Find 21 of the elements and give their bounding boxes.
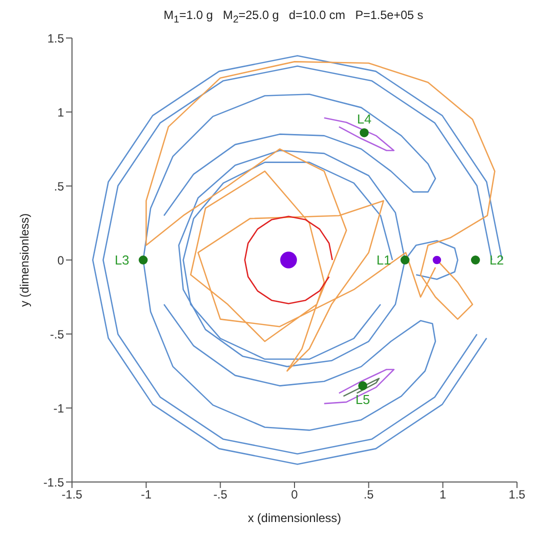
x-tick-label: -.5 <box>213 488 228 502</box>
y-tick-label: 1.5 <box>47 31 64 46</box>
x-tick-label: -1 <box>140 488 152 502</box>
annotation: L1 <box>376 252 392 268</box>
y-axis-title: y (dimensionless) <box>17 213 32 307</box>
y-tick-label: 1 <box>57 105 64 120</box>
annotation: L4 <box>356 112 372 127</box>
y-tick-label: .5 <box>54 179 64 194</box>
chart-title: M$_{1}$=1.0 g M$_{2}$=25.0 g d=10.0 cm P=1.5e+05 s <box>162 8 424 28</box>
x-axis-title: x (dimensionless) <box>248 511 342 525</box>
y-tick-label: -1 <box>53 401 64 416</box>
x-tick-label: .5 <box>364 488 374 502</box>
x-tick-label: 1 <box>439 488 446 502</box>
annotation: L5 <box>356 392 370 408</box>
x-tick-label: 1.5 <box>508 488 526 502</box>
y-tick-label: -1.5 <box>43 475 64 490</box>
y-tick-label: 0 <box>57 253 64 268</box>
annotation: L3 <box>114 252 130 268</box>
annotation: L2 <box>489 252 504 268</box>
x-tick-label: 0 <box>291 488 298 502</box>
y-tick-label: -.5 <box>50 327 64 342</box>
